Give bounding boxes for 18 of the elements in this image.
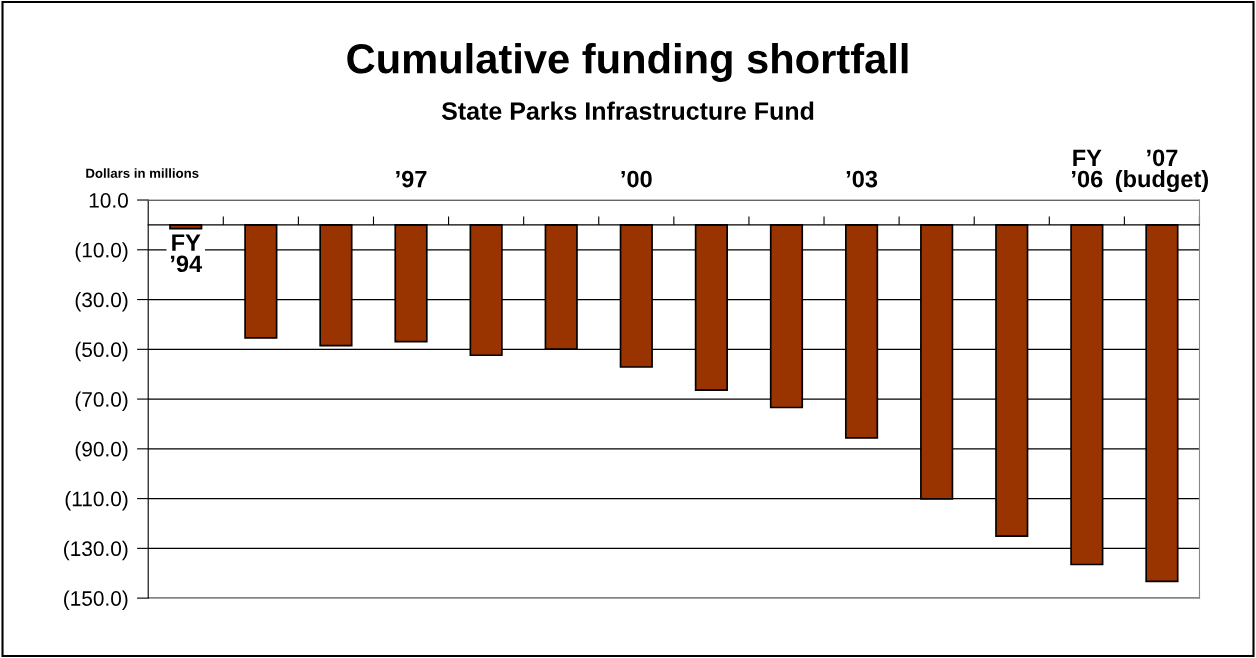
y-tick-label: (70.0) (75, 391, 128, 411)
y-tick-label: (110.0) (65, 491, 128, 511)
x-tick-label: ’97 (396, 170, 427, 188)
y-tick-label: (10.0) (75, 242, 128, 262)
y-axis-title: Dollars in millions (86, 168, 199, 178)
x-tick-label: ’00 (621, 170, 652, 188)
y-tick-label: (50.0) (75, 341, 128, 362)
chart-title: Cumulative funding shortfall (347, 43, 908, 83)
y-tick-label: (30.0) (75, 292, 128, 312)
y-tick-label: (150.0) (64, 590, 128, 610)
x-tick-label: ’07 (budget) (1115, 149, 1208, 193)
x-tick-label: ’03 (846, 170, 878, 188)
x-tick-label: FY ’94 (170, 234, 203, 273)
y-tick-label: 10.0 (89, 193, 128, 208)
chart-subtitle: State Parks Infrastructure Fund (441, 101, 814, 120)
x-tick-label: FY ’06 (1072, 149, 1103, 188)
y-tick-label: (130.0) (64, 540, 128, 561)
y-tick-label: (90.0) (75, 441, 128, 461)
